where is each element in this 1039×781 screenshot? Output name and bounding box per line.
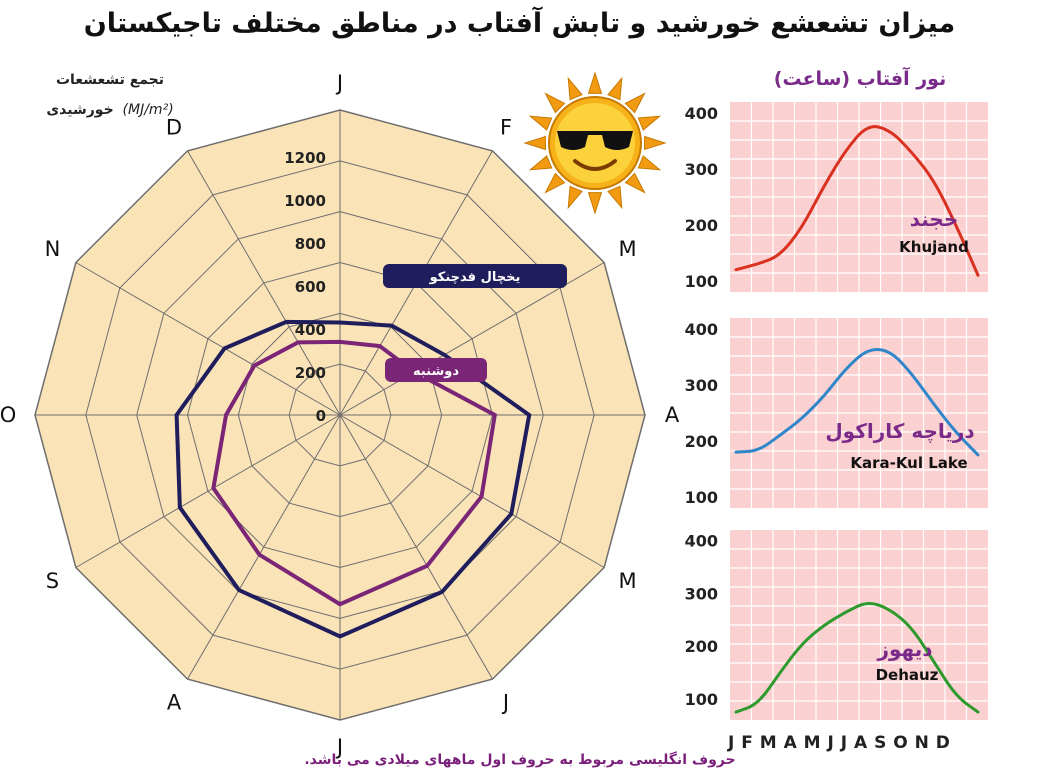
radar-month-label: M xyxy=(618,237,636,261)
sun-ray xyxy=(523,135,546,151)
sun-ray xyxy=(544,92,566,114)
series-label-text: یخچال فدچنکو xyxy=(429,270,521,285)
radar-month-label: J xyxy=(501,691,509,715)
panel-y-tick: 100 xyxy=(685,690,718,709)
panel-y-tick: 300 xyxy=(685,376,718,395)
radar-spoke xyxy=(75,262,341,416)
radar-ylabel-line2: خورشیدی xyxy=(46,102,114,118)
month-axis-label: J F M A M J J A S O N D xyxy=(728,733,951,753)
radar-spoke xyxy=(339,414,605,568)
sun-ray xyxy=(567,185,583,210)
panel-y-tick: 200 xyxy=(685,637,718,656)
sun-ray xyxy=(587,71,603,94)
radar-tick-label: 1200 xyxy=(284,149,326,167)
radar-spoke xyxy=(187,414,341,680)
sun-icon xyxy=(523,71,667,215)
series-label-badge xyxy=(385,358,487,382)
sun-ray xyxy=(607,185,623,210)
page-title: میزان تشعشع خورشید و تابش آفتاب در مناطق… xyxy=(83,8,956,39)
radar-series-line xyxy=(174,319,532,639)
radar-month-label: O xyxy=(0,403,16,427)
panel-y-tick: 100 xyxy=(685,272,718,291)
panel-y-tick: 400 xyxy=(685,104,718,123)
sun-ray xyxy=(544,172,566,194)
panel-y-tick: 400 xyxy=(685,320,718,339)
sunshine-line xyxy=(734,602,980,714)
station-name-en: Khujand xyxy=(899,238,969,256)
sun-ray xyxy=(528,115,553,131)
panel-y-tick: 200 xyxy=(685,432,718,451)
radar-chart: 0 200 400 600 800 1000 1200 J F M A M J J A S O N D یخچال ف… xyxy=(0,71,680,759)
station-name-fa: خجند xyxy=(910,207,959,231)
radar-tick-label: 200 xyxy=(295,364,326,382)
radar-spoke xyxy=(75,414,341,568)
radar-month-label: D xyxy=(166,115,182,139)
footer-note: حروف انگلیسی مربوط به حروف اول ماههای می… xyxy=(304,752,736,768)
radar-tick-label: 1000 xyxy=(284,192,326,210)
station-name-en: Kara-Kul Lake xyxy=(850,454,967,472)
radar-tick-label: 800 xyxy=(295,235,326,253)
radar-month-label: M xyxy=(618,569,636,593)
radar-month-label: A xyxy=(665,403,680,427)
radar-ylabel-line2-wrap: (MJ/m²) خورشیدی xyxy=(20,102,200,118)
station-name-fa: دیهوز xyxy=(876,637,932,661)
station-name-en: Dehauz xyxy=(876,666,939,684)
radar-month-label: F xyxy=(500,115,512,139)
sunshine-panels: 100 200 300 400 خجند Khujand 100 200 300 400 دریاچ… xyxy=(685,102,988,720)
sun-ray xyxy=(637,155,662,171)
sun-ray xyxy=(587,192,603,215)
radar-month-label: J xyxy=(335,71,343,95)
radar-tick-label: 0 xyxy=(316,407,326,425)
radar-spoke xyxy=(187,150,341,416)
panels-title: نور آفتاب (ساعت) xyxy=(773,68,947,90)
sun-ray xyxy=(607,76,623,101)
series-label-badge xyxy=(383,264,567,288)
panel-y-tick: 200 xyxy=(685,216,718,235)
sun-ray xyxy=(644,135,667,151)
panel-y-tick: 300 xyxy=(685,160,718,179)
panel-y-tick: 400 xyxy=(685,532,718,551)
sun-ray xyxy=(567,76,583,101)
sun-ray xyxy=(624,172,646,194)
radar-month-label: A xyxy=(167,691,182,715)
sun-ray xyxy=(637,115,662,131)
radar-tick-label: 600 xyxy=(295,278,326,296)
series-label-text: دوشنبه xyxy=(413,364,459,379)
radar-month-label: N xyxy=(45,237,61,261)
sun-ray xyxy=(528,155,553,171)
sunshine-line xyxy=(734,348,980,457)
sunshine-line xyxy=(734,125,980,277)
radar-ylabel-line1: تجمع تشعشعات xyxy=(55,72,165,88)
radar-spoke xyxy=(339,414,493,680)
radar-unit: (MJ/m²) xyxy=(122,102,174,118)
station-name-fa: دریاچه کاراکول xyxy=(825,419,974,444)
radar-tick-label: 400 xyxy=(295,321,326,339)
radar-month-label: S xyxy=(46,569,59,593)
sun-ray xyxy=(624,92,646,114)
panel-y-tick: 100 xyxy=(685,488,718,507)
radar-month-label: J xyxy=(335,735,343,759)
panel-y-tick: 300 xyxy=(685,584,718,603)
